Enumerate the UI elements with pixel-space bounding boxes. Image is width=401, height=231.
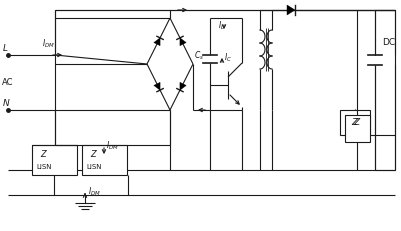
Text: $I_{DM}$: $I_{DM}$ xyxy=(88,185,101,198)
Text: Z: Z xyxy=(353,118,359,127)
Text: $I_C$: $I_C$ xyxy=(224,52,232,64)
Polygon shape xyxy=(154,38,160,46)
Polygon shape xyxy=(180,82,186,90)
Bar xyxy=(345,115,370,142)
Text: AC: AC xyxy=(2,78,14,87)
Text: Z: Z xyxy=(90,150,96,159)
Text: LISN: LISN xyxy=(36,164,51,170)
Text: LISN: LISN xyxy=(86,164,101,170)
Bar xyxy=(32,145,77,175)
Polygon shape xyxy=(180,38,186,46)
Text: $I_{DM}$: $I_{DM}$ xyxy=(106,140,119,152)
Text: $N$: $N$ xyxy=(2,97,10,108)
Text: $I_L$: $I_L$ xyxy=(218,19,225,31)
Polygon shape xyxy=(287,5,295,15)
Text: $I_{DM}$: $I_{DM}$ xyxy=(42,38,55,51)
Text: $L$: $L$ xyxy=(2,42,8,53)
Bar xyxy=(340,110,370,135)
Text: Z: Z xyxy=(351,118,357,127)
Polygon shape xyxy=(154,82,160,90)
Text: DC: DC xyxy=(382,38,395,47)
Bar xyxy=(82,145,127,175)
Text: $C_s$: $C_s$ xyxy=(194,49,204,61)
Text: Z: Z xyxy=(40,150,46,159)
